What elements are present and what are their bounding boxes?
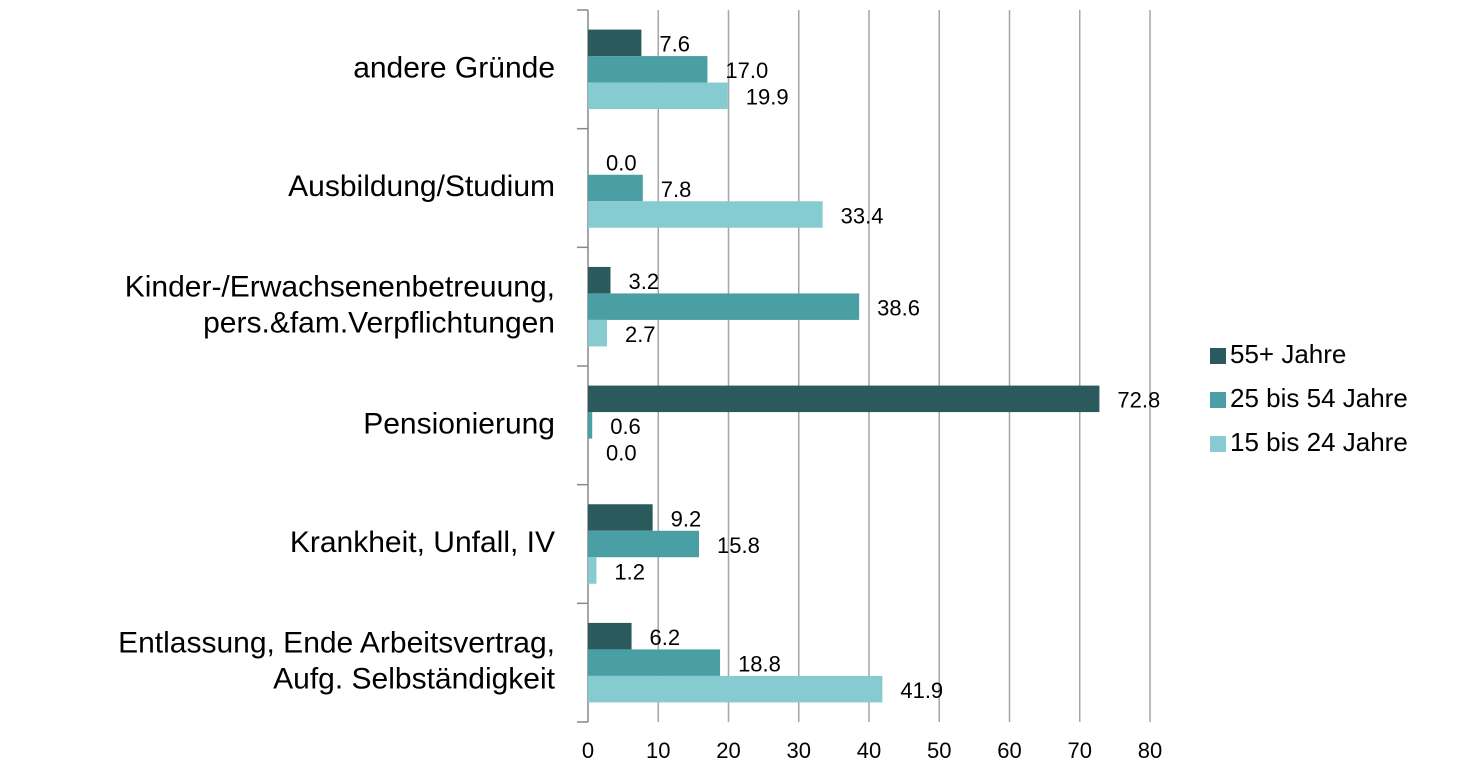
value-label: 38.6	[877, 295, 920, 320]
y-tick-label: Entlassung, Ende Arbeitsvertrag,	[118, 627, 555, 660]
legend-label: 25 bis 54 Jahre	[1230, 383, 1408, 413]
bar	[588, 319, 607, 347]
value-label: 41.9	[900, 678, 943, 703]
legend-swatch	[1210, 392, 1226, 408]
legend-label: 15 bis 24 Jahre	[1230, 427, 1408, 457]
x-tick-label: 20	[716, 738, 740, 763]
bar	[588, 649, 721, 676]
x-tick-label: 50	[927, 738, 951, 763]
value-label: 0.0	[606, 150, 637, 175]
legend-swatch	[1210, 348, 1226, 364]
bar	[588, 56, 708, 83]
bar	[588, 293, 860, 320]
value-label: 19.9	[746, 85, 789, 110]
bar	[588, 504, 653, 531]
bar	[588, 82, 728, 110]
bar	[588, 201, 823, 228]
value-label: 15.8	[717, 533, 760, 558]
value-label: 33.4	[841, 203, 884, 228]
bar	[588, 530, 699, 558]
value-label: 17.0	[725, 58, 768, 83]
value-label: 0.0	[606, 441, 637, 466]
x-tick-label: 70	[1068, 738, 1092, 763]
y-tick-label: Ausbildung/Studium	[288, 170, 555, 203]
value-label: 7.6	[659, 32, 690, 57]
value-label: 18.8	[738, 651, 781, 676]
value-label: 72.8	[1117, 388, 1160, 413]
bar	[588, 412, 593, 439]
value-label: 6.2	[650, 625, 681, 650]
bar	[588, 622, 632, 650]
y-tick-label: Pensionierung	[363, 407, 555, 440]
legend-label: 55+ Jahre	[1230, 339, 1346, 369]
legend-swatch	[1210, 436, 1226, 452]
x-tick-label: 30	[787, 738, 811, 763]
bar	[588, 174, 643, 202]
bar	[588, 266, 611, 294]
bar	[588, 557, 597, 584]
bar	[588, 29, 642, 57]
y-tick-label: andere Gründe	[353, 51, 555, 84]
y-tick-label: pers.&fam.Verpflichtungen	[203, 307, 555, 340]
value-label: 9.2	[671, 506, 702, 531]
x-tick-label: 10	[646, 738, 670, 763]
value-label: 3.2	[628, 269, 659, 294]
bar	[588, 385, 1100, 413]
x-tick-label: 80	[1138, 738, 1162, 763]
x-tick-label: 60	[997, 738, 1021, 763]
value-label: 7.8	[661, 177, 692, 202]
x-tick-label: 0	[582, 738, 594, 763]
x-tick-label: 40	[857, 738, 881, 763]
value-label: 0.6	[610, 414, 641, 439]
value-label: 2.7	[625, 322, 656, 347]
y-tick-label: Kinder-/Erwachsenenbetreuung,	[125, 271, 555, 304]
value-label: 1.2	[614, 559, 645, 584]
bar	[588, 675, 883, 703]
y-tick-label: Aufg. Selbständigkeit	[273, 663, 556, 696]
y-tick-label: Krankheit, Unfall, IV	[290, 526, 555, 559]
